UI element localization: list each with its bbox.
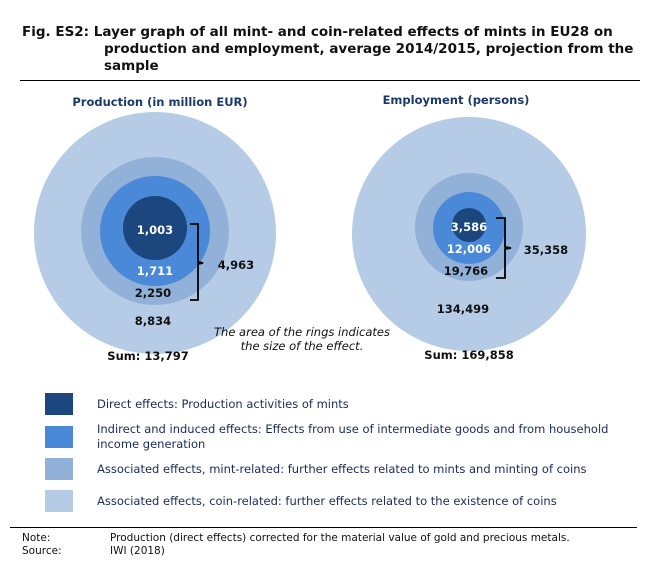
legend-item-mint-related: Associated effects, mint-related: furthe… (45, 458, 645, 480)
value-coin-related: 134,499 (437, 302, 489, 316)
legend-item-direct: Direct effects: Production activities of… (45, 393, 645, 415)
legend-swatch (45, 426, 73, 448)
figure-title: Fig. ES2: Layer graph of all mint- and c… (22, 24, 634, 74)
annotation-line2: the size of the effect. (241, 339, 364, 353)
legend-item-coin-related: Associated effects, coin-related: furthe… (45, 490, 645, 512)
bracket (190, 223, 204, 301)
footer-divider (10, 527, 637, 528)
production-heading: Production (in million EUR) (72, 95, 247, 109)
value-direct: 1,003 (137, 223, 173, 237)
layer-diagram: Production (in million EUR) 1,003 1,711 … (34, 93, 586, 363)
legend-swatch (45, 393, 73, 415)
value-coin-related: 8,834 (135, 314, 171, 328)
title-divider (20, 80, 640, 81)
value-indirect: 12,006 (447, 242, 491, 256)
value-mint-related: 2,250 (135, 286, 171, 300)
production-diagram: Production (in million EUR) 1,003 1,711 … (34, 95, 276, 363)
footer-note: Note: Production (direct effects) correct… (22, 532, 570, 544)
value-bracket-total: 35,358 (524, 243, 568, 257)
employment-sum: Sum: 169,858 (424, 348, 513, 362)
circle-direct (123, 196, 187, 260)
circle-direct (452, 208, 486, 242)
value-bracket-total: 4,963 (218, 258, 254, 272)
value-mint-related: 19,766 (444, 264, 488, 278)
legend-swatch (45, 490, 73, 512)
value-indirect: 1,711 (137, 264, 173, 278)
footer-source: Source: IWI (2018) (22, 545, 165, 557)
bracket (496, 217, 512, 279)
employment-heading: Employment (persons) (383, 93, 530, 107)
legend-item-indirect: Indirect and induced effects: Effects fr… (45, 422, 645, 452)
legend-swatch (45, 458, 73, 480)
value-direct: 3,586 (451, 220, 487, 234)
production-sum: Sum: 13,797 (107, 349, 188, 363)
employment-diagram: Employment (persons) 3,586 12,006 19,766… (352, 93, 586, 362)
annotation-line1: The area of the rings indicates (214, 325, 390, 339)
